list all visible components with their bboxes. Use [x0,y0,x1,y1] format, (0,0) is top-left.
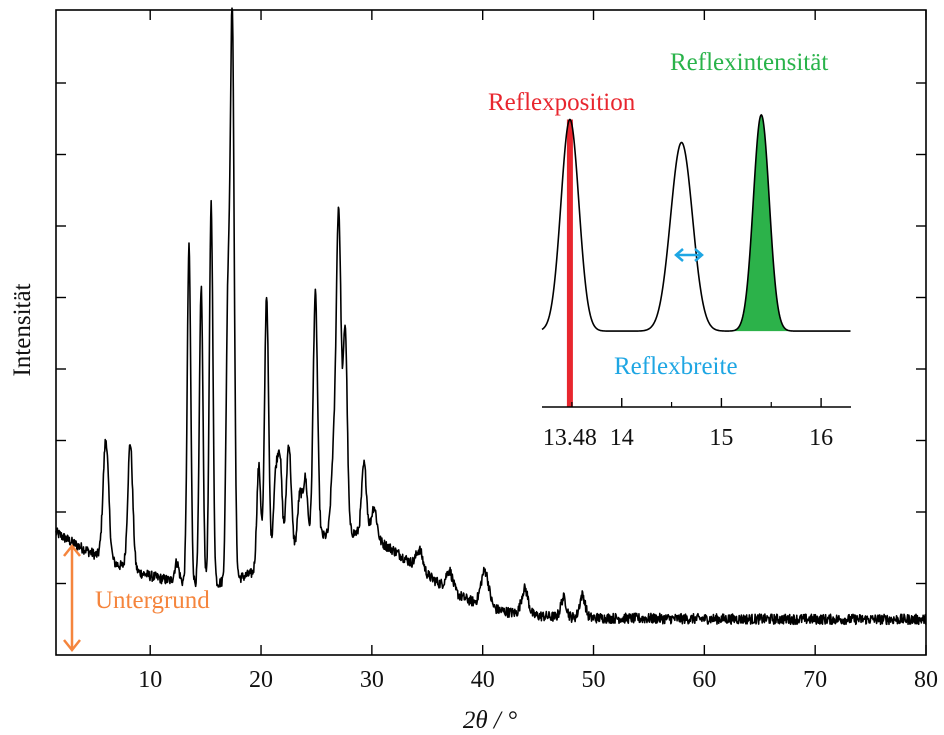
background-annotation: Untergrund [63,543,210,653]
inset-axis-ticks [571,398,822,407]
inset-marked-tick-label: 13.48 [543,425,597,451]
main-plot-frame [55,9,927,656]
reflex-position-label: Reflexposition [488,89,636,116]
inset-intensity-area [729,114,794,332]
x-tick-label-30: 30 [360,667,384,693]
main-x-tick-labels: 10 20 30 40 50 60 70 80 [138,667,938,693]
main-diffraction-curve [55,7,927,626]
x-axis-title: 2θ / ° [463,707,517,734]
reflex-intensity-label: Reflexintensität [670,49,828,76]
background-arrow-head-up [63,543,81,557]
inset-x-tick-label-16: 16 [809,425,833,451]
inset-x-tick-labels: 14 15 16 [610,425,833,451]
width-arrow-head-left [674,248,684,262]
inset-plot: 14 15 16 13.48 Reflexposition Reflexintens… [488,49,851,451]
x-tick-label-80: 80 [914,667,938,693]
inset-x-tick-label-14: 14 [610,425,634,451]
inset-position-marker [566,119,573,407]
inset-x-tick-label-15: 15 [709,425,733,451]
background-label: Untergrund [95,587,210,614]
width-arrow-head-right [694,248,704,262]
x-tick-label-60: 60 [692,667,716,693]
background-arrow-head-down [63,639,81,653]
main-axis-ticks [56,10,927,655]
x-tick-label-10: 10 [138,667,162,693]
x-tick-label-70: 70 [803,667,827,693]
x-tick-label-20: 20 [249,667,273,693]
width-annotation [674,248,704,262]
y-axis-title: Intensität [9,283,36,376]
reflex-width-label: Reflexbreite [614,353,738,380]
x-tick-label-50: 50 [582,667,606,693]
x-tick-label-40: 40 [471,667,495,693]
inset-diffraction-curve [541,113,851,332]
